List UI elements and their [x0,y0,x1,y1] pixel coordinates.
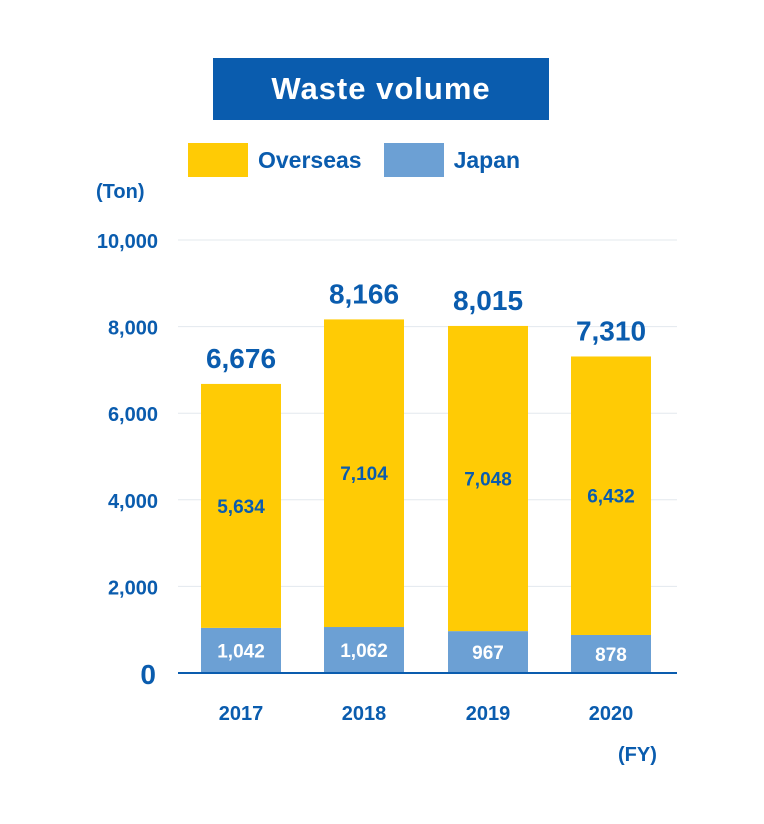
legend-label-japan: Japan [453,146,521,173]
legend-item-japan: Japan [383,143,521,177]
x-tick-label: 2019 [466,703,511,725]
data-label-overseas: 7,048 [464,470,512,491]
bar-japan [448,631,528,673]
y-axis-unit: (Ton) [96,181,145,203]
data-label-total: 6,676 [206,343,276,374]
x-tick-label: 2017 [219,703,264,725]
bar-overseas [324,319,404,628]
data-label-overseas: 6,432 [587,487,635,508]
y-tick-label: 6,000 [108,404,158,426]
legend-item-overseas: Overseas [188,143,362,177]
data-label-total: 8,166 [329,278,399,309]
bar-japan [201,627,281,673]
y-tick-label: 4,000 [108,491,158,513]
bar-overseas [571,356,651,635]
data-label-overseas: 7,104 [340,464,388,485]
legend-swatch-japan [383,143,444,177]
y-tick-label: 0 [140,659,156,690]
bar-japan [571,634,651,673]
bar-overseas [201,383,281,628]
data-label-japan: 1,062 [340,641,388,662]
data-label-japan: 1,042 [217,641,265,662]
bar-japan [324,627,404,673]
legend: Overseas Japan [188,143,542,177]
y-tick-label: 8,000 [108,318,158,340]
legend-label-overseas: Overseas [258,146,362,173]
legend-swatch-overseas [188,143,248,177]
data-label-overseas: 5,634 [217,497,265,518]
data-label-japan: 967 [472,643,504,664]
x-tick-label: 2020 [589,703,634,725]
bar-overseas [448,325,528,632]
chart-title-box: Waste volume [213,58,549,120]
chart-title: Waste volume [271,71,491,106]
x-tick-label: 2018 [342,703,387,725]
x-axis-unit: (FY) [618,744,657,766]
y-tick-label: 10,000 [97,231,158,253]
data-label-japan: 878 [595,645,627,666]
y-tick-label: 2,000 [108,577,158,599]
data-label-total: 7,310 [576,315,646,346]
data-label-total: 8,015 [453,285,523,316]
